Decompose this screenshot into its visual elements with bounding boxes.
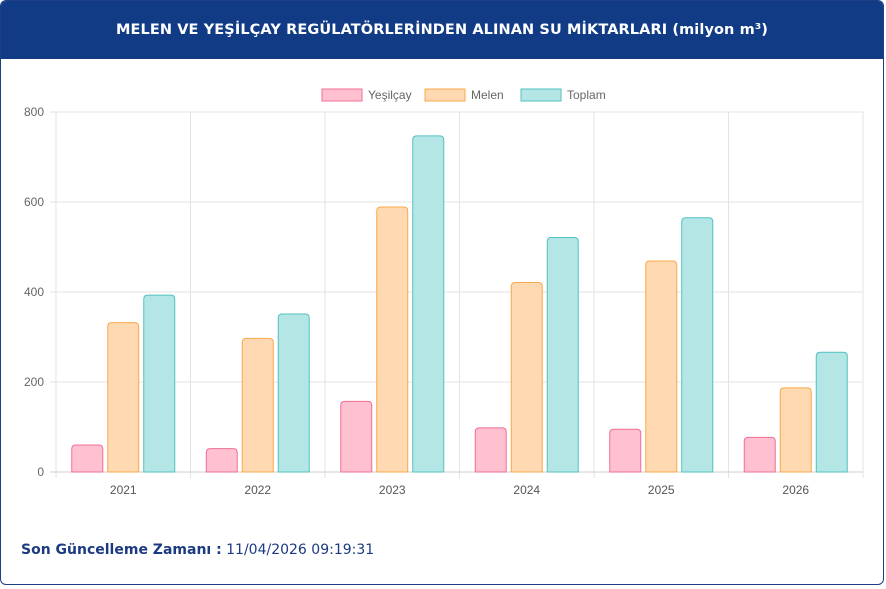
bar-melen [779,387,812,473]
y-tick-label: 800 [24,105,44,119]
bar-melen [510,282,543,473]
bar-toplam [143,294,176,473]
legend-label: Yeşilçay [368,88,412,102]
chart-header: MELEN VE YEŞİLÇAY REGÜLATÖRLERİNDEN ALIN… [1,1,883,59]
x-tick-label: 2026 [782,483,809,497]
bar-toplam [277,313,310,473]
legend-label: Melen [471,88,504,102]
bar-yesilcay [205,448,238,473]
y-tick-label: 400 [24,285,44,299]
bar-yesilcay [609,428,642,473]
y-tick-label: 0 [37,465,44,479]
bar-melen [376,206,409,473]
y-tick-label: 200 [24,375,44,389]
bar-yesilcay [474,427,507,473]
x-tick-label: 2024 [513,483,540,497]
last-update-label: Son Güncelleme Zamanı : [21,542,222,558]
last-update-value: 11/04/2026 09:19:31 [226,542,375,558]
bar-yesilcay [71,444,104,473]
x-tick-label: 2025 [648,483,675,497]
x-tick-label: 2022 [244,483,271,497]
bar-yesilcay [743,436,776,473]
bar-chart: 0 200 400 600 800 2021 2022 2023 2024 2025 2026 Yeş… [24,88,864,497]
x-tick-label: 2021 [110,483,137,497]
chart-title: MELEN VE YEŞİLÇAY REGÜLATÖRLERİNDEN ALIN… [115,22,769,38]
chart-area: 0 200 400 600 800 2021 2022 2023 2024 2025 2026 Yeş… [1,77,883,507]
y-tick-label: 600 [24,195,44,209]
bar-yesilcay [340,400,373,473]
legend-swatch [520,88,562,102]
bar-melen [241,337,274,473]
bar-toplam [546,237,579,473]
bar-toplam [681,217,714,473]
bar-melen [107,322,140,473]
legend-label: Toplam [567,88,606,102]
last-update: Son Güncelleme Zamanı : 11/04/2026 09:19… [21,542,374,558]
bar-toplam [815,351,848,473]
bar-melen [645,260,678,473]
x-tick-label: 2023 [379,483,406,497]
legend-swatch [321,88,363,102]
bar-toplam [412,135,445,473]
legend-swatch [424,88,466,102]
